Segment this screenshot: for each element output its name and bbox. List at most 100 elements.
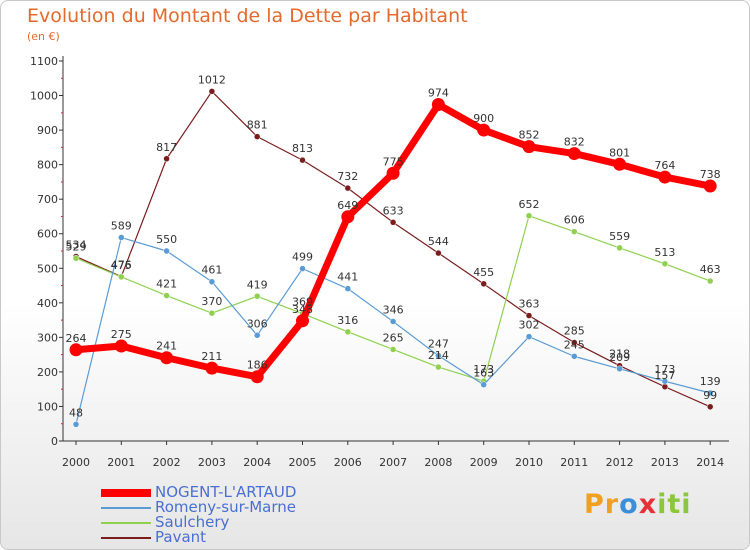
data-point — [163, 292, 170, 299]
data-label: 652 — [519, 198, 540, 211]
data-point — [344, 328, 352, 336]
data-point — [344, 285, 352, 292]
data-label: 1012 — [198, 73, 226, 86]
logo-letter: t — [667, 489, 682, 520]
data-label: 559 — [609, 230, 630, 243]
data-point — [253, 293, 261, 300]
data-label: 316 — [337, 314, 358, 327]
data-point — [525, 333, 533, 340]
data-label: 801 — [609, 146, 630, 159]
data-label: 475 — [111, 259, 132, 272]
data-point — [160, 351, 174, 365]
x-tick-label: 2003 — [198, 456, 226, 469]
data-point — [616, 365, 623, 373]
legend-swatch — [101, 536, 151, 539]
data-label: 550 — [156, 233, 177, 246]
legend-swatch — [101, 521, 151, 524]
data-label: 139 — [700, 375, 721, 388]
y-tick-label: 600 — [37, 228, 58, 241]
data-point — [163, 155, 170, 163]
legend-item: Saulchery — [101, 515, 296, 530]
data-point — [72, 255, 80, 262]
logo-letter: P — [584, 489, 605, 520]
data-point — [525, 312, 533, 319]
data-label: 157 — [654, 369, 675, 382]
data-point — [477, 123, 491, 137]
x-tick-label: 2007 — [379, 456, 407, 469]
data-label: 48 — [69, 406, 83, 419]
data-point — [253, 332, 261, 339]
data-label: 421 — [156, 278, 177, 291]
data-point — [72, 421, 80, 428]
data-label: 264 — [66, 332, 87, 345]
data-label: 513 — [654, 246, 675, 259]
data-point — [205, 361, 219, 375]
data-point — [522, 140, 536, 154]
legend-label: Romeny-sur-Marne — [155, 498, 297, 516]
proxiti-logo: Proxiti — [584, 489, 692, 520]
data-label: 461 — [201, 264, 222, 277]
x-tick-label: 2011 — [560, 456, 588, 469]
x-tick-label: 2013 — [651, 456, 679, 469]
y-tick-label: 900 — [37, 124, 58, 137]
data-label: 738 — [700, 168, 721, 181]
x-tick-label: 2012 — [606, 456, 634, 469]
data-point — [389, 346, 397, 353]
y-tick-label: 700 — [37, 193, 58, 206]
chart-subtitle: (en €) — [27, 30, 60, 43]
legend-item: Romeny-sur-Marne — [101, 500, 296, 515]
y-tick-label: 500 — [37, 262, 58, 275]
data-label: 241 — [156, 340, 177, 353]
x-tick-label: 2006 — [334, 456, 362, 469]
data-label: 247 — [428, 338, 449, 351]
logo-letter: r — [604, 489, 620, 520]
data-point — [253, 133, 261, 140]
data-label: 732 — [337, 170, 358, 183]
legend-label: Saulchery — [155, 513, 230, 531]
data-point — [118, 273, 125, 281]
x-tick-label: 2000 — [62, 456, 90, 469]
data-point — [480, 381, 487, 388]
legend-swatch — [101, 488, 151, 497]
data-point — [389, 318, 397, 325]
data-label: 544 — [428, 235, 449, 248]
data-point — [299, 265, 306, 272]
data-point — [661, 260, 669, 268]
data-point — [571, 228, 578, 235]
data-point — [208, 88, 216, 95]
data-label: 534 — [66, 239, 87, 252]
x-tick-label: 2002 — [153, 456, 181, 469]
data-point — [250, 370, 264, 384]
y-tick-label: 200 — [37, 366, 58, 379]
legend-swatch — [101, 506, 151, 509]
data-label: 348 — [292, 303, 313, 316]
data-label: 633 — [383, 204, 404, 217]
x-tick-label: 2010 — [515, 456, 543, 469]
data-point — [208, 278, 216, 285]
legend-item: NOGENT-L'ARTAUD — [101, 485, 296, 500]
data-point — [296, 314, 309, 328]
data-label: 817 — [156, 141, 177, 154]
data-point — [571, 353, 578, 360]
logo-letter: i — [657, 489, 668, 520]
data-point — [658, 170, 672, 184]
data-point — [571, 339, 578, 346]
data-point — [435, 249, 442, 257]
data-label: 173 — [654, 363, 675, 376]
data-label: 881 — [247, 119, 268, 132]
data-label: 245 — [564, 338, 585, 351]
data-label: 218 — [609, 348, 630, 361]
data-point — [386, 166, 400, 180]
data-point — [706, 403, 714, 411]
data-label: 214 — [428, 349, 449, 362]
legend-label: Pavant — [155, 528, 207, 546]
data-label: 285 — [564, 325, 585, 338]
data-point — [163, 247, 170, 255]
data-point — [208, 309, 216, 317]
data-label: 900 — [473, 112, 494, 125]
data-label: 265 — [383, 331, 404, 344]
data-label: 306 — [247, 317, 268, 330]
data-point — [435, 363, 442, 371]
y-tick-label: 800 — [37, 159, 58, 172]
